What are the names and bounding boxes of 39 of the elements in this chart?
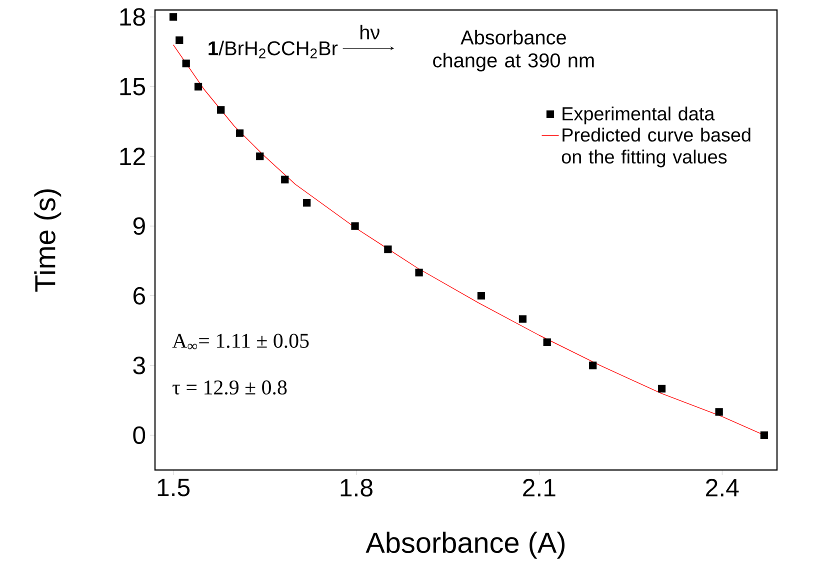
y-tick-label: 6	[133, 286, 145, 305]
point	[477, 292, 486, 300]
y-tick-label: 3	[133, 356, 145, 374]
x-tick-label: 2.4	[706, 478, 739, 496]
y-tick-label: 15	[120, 78, 146, 96]
point	[303, 199, 311, 207]
x-axis-title: Absorbance (A)	[366, 532, 565, 559]
y-tick-label: 0	[133, 426, 146, 444]
x-tick-label: 1.8	[340, 478, 372, 497]
y-tick-label: 18	[120, 8, 145, 26]
point	[518, 315, 527, 323]
y-axis-title: Time (s)	[34, 189, 62, 292]
point	[543, 338, 551, 346]
point	[256, 152, 264, 160]
legend-label: Experimental data	[562, 106, 715, 124]
y-tick-label: 12	[120, 148, 145, 166]
point	[194, 82, 202, 90]
point	[176, 36, 184, 44]
x-tick-label: 1.5	[158, 478, 190, 496]
point	[217, 106, 225, 114]
point	[281, 176, 289, 184]
y-tick-label: 9	[133, 217, 145, 235]
point	[351, 222, 359, 230]
point	[236, 129, 244, 137]
legend-label: Predicted curve based on the fitting values	[562, 128, 750, 168]
point	[715, 408, 723, 416]
x-tick-label: 2.1	[523, 478, 556, 496]
annotation: hν	[360, 24, 380, 40]
point	[384, 245, 392, 254]
point	[182, 60, 190, 68]
annotation: τ = 12.9 ± 0.8	[172, 380, 287, 395]
annotation: Absorbance change at 390 nm	[433, 30, 594, 72]
point	[760, 431, 768, 439]
point	[169, 13, 178, 21]
annotation: 1/BrH$_{2}$CCH$_{2}$Br	[208, 40, 338, 58]
annotation: A$_{∞}$= 1.11 ± 0.05	[172, 334, 309, 350]
point	[589, 362, 597, 370]
point	[415, 268, 423, 276]
point	[658, 384, 666, 392]
